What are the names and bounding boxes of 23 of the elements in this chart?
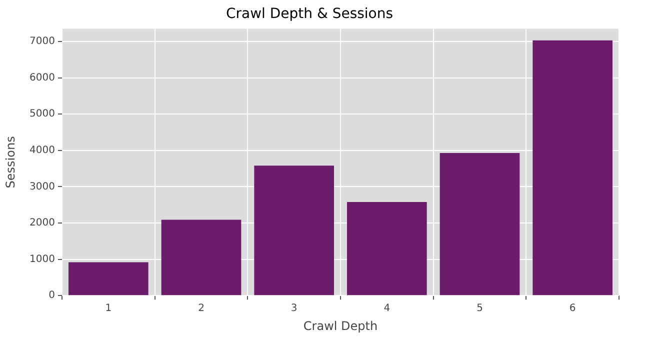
x-tick-label: 1: [105, 303, 112, 314]
x-tick-label: 5: [476, 303, 483, 314]
bar: [161, 220, 242, 296]
x-tick-label: 3: [290, 303, 298, 314]
y-axis-title: Sessions: [3, 136, 18, 188]
x-axis-title: Crawl Depth: [303, 318, 378, 333]
y-tick-label: 6000: [30, 72, 55, 84]
bar: [440, 152, 520, 296]
y-tick-label: 2000: [30, 218, 55, 229]
y-tick-label: 1000: [30, 254, 55, 265]
bar: [347, 202, 427, 296]
y-tick-label: 5000: [30, 108, 55, 120]
y-tick-label: 7000: [30, 36, 55, 48]
bar: [532, 40, 612, 296]
x-tick-label: 6: [569, 303, 576, 314]
y-tick-label: 4000: [30, 144, 55, 156]
bar: [254, 166, 334, 296]
y-tick-label: 0: [48, 290, 55, 302]
bar: [68, 262, 148, 296]
x-tick-label: 2: [198, 303, 204, 314]
x-tick-label: 4: [384, 303, 390, 314]
y-tick-label: 3000: [30, 181, 55, 192]
chart-title: Crawl Depth & Sessions: [226, 6, 394, 22]
